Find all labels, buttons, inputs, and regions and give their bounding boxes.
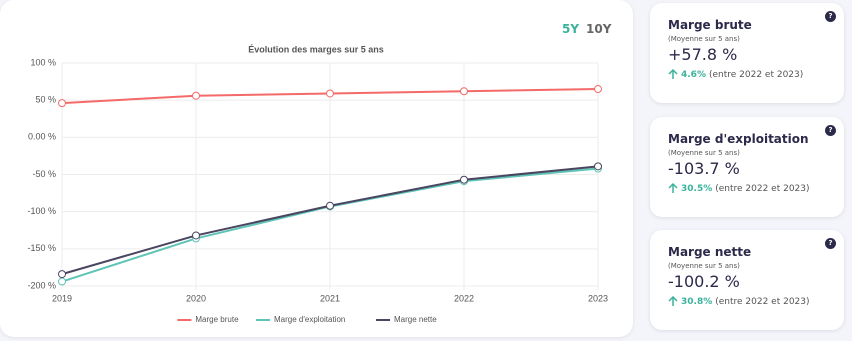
toggle-10y[interactable]: 10Y xyxy=(586,22,612,36)
y-tick-label: -150 % xyxy=(27,243,56,253)
data-point xyxy=(326,201,334,210)
up-arrow xyxy=(668,69,678,79)
card-change: 30.5% (entre 2022 et 2023) xyxy=(668,183,810,194)
data-point xyxy=(460,175,468,184)
legend-label: Marge brute xyxy=(195,315,239,324)
metric-card: ? Marge d'exploitation (Moyenne sur 5 an… xyxy=(650,117,844,217)
x-tick-label: 2020 xyxy=(186,293,206,303)
data-point xyxy=(58,277,66,286)
chart: Évolution des marges sur 5 ans 100 % 50 %… xyxy=(27,44,608,324)
y-tick-label: 100 % xyxy=(30,57,56,67)
toggle-5y[interactable]: 5Y xyxy=(562,22,580,36)
card-value: +57.8 % xyxy=(668,45,738,64)
card-change: 30.8% (entre 2022 et 2023) xyxy=(668,296,810,307)
data-point xyxy=(460,87,468,96)
change-value: 30.5% xyxy=(681,183,713,194)
metric-card: ? Marge nette (Moyenne sur 5 ans) -100.2… xyxy=(650,230,844,330)
chart-panel: 5Y 10Y Évolution des marges sur 5 ans 10… xyxy=(0,0,633,337)
card-value: -103.7 % xyxy=(668,159,740,178)
data-point xyxy=(58,99,66,108)
help-icon[interactable]: ? xyxy=(825,238,836,249)
card-title: Marge nette xyxy=(668,245,752,259)
card-subtitle: (Moyenne sur 5 ans) xyxy=(668,149,740,157)
change-note: (entre 2022 et 2023) xyxy=(715,296,810,307)
chart-title: Évolution des marges sur 5 ans xyxy=(248,44,384,54)
data-point xyxy=(58,270,66,279)
card-value: -100.2 % xyxy=(668,272,740,291)
data-point xyxy=(192,231,200,240)
help-icon[interactable]: ? xyxy=(825,125,836,136)
change-note: (entre 2022 et 2023) xyxy=(715,183,810,194)
y-tick-label: -200 % xyxy=(27,280,56,290)
y-tick-label: -100 % xyxy=(27,206,56,216)
up-arrow xyxy=(668,183,678,193)
y-tick-label: 50 % xyxy=(35,95,56,105)
card-title: Marge d'exploitation xyxy=(668,132,809,146)
y-tick-label: -50 % xyxy=(32,169,56,179)
data-point xyxy=(192,91,200,100)
x-tick-label: 2022 xyxy=(454,293,474,303)
data-point xyxy=(326,89,334,98)
card-title: Marge brute xyxy=(668,18,752,32)
data-point xyxy=(594,162,602,171)
up-arrow xyxy=(668,296,678,306)
legend-label: Marge d'exploitation xyxy=(274,315,345,324)
card-subtitle: (Moyenne sur 5 ans) xyxy=(668,35,740,43)
y-tick-label: 0.00 % xyxy=(28,132,56,142)
legend-label: Marge nette xyxy=(394,315,437,324)
card-subtitle: (Moyenne sur 5 ans) xyxy=(668,262,740,270)
help-icon[interactable]: ? xyxy=(825,11,836,22)
x-tick-label: 2021 xyxy=(320,293,340,303)
card-change: 4.6% (entre 2022 et 2023) xyxy=(668,69,803,80)
change-value: 30.8% xyxy=(681,296,713,307)
x-tick-label: 2023 xyxy=(588,293,608,303)
data-point xyxy=(594,85,602,94)
x-tick-label: 2019 xyxy=(52,293,72,303)
change-value: 4.6% xyxy=(681,69,706,80)
change-note: (entre 2022 et 2023) xyxy=(708,69,804,80)
metric-card: ? Marge brute (Moyenne sur 5 ans) +57.8 … xyxy=(650,3,844,103)
